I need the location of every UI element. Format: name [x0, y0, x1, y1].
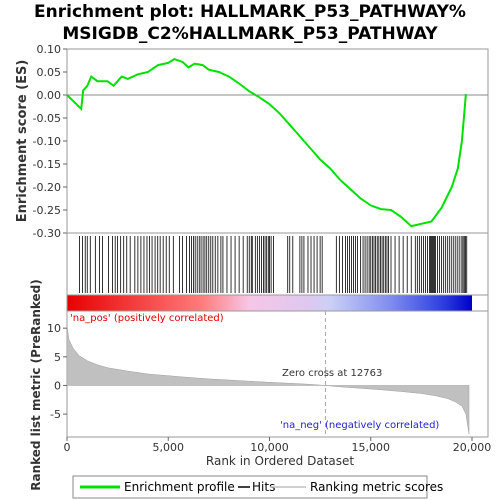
es-y-tick-label: -0.05 [33, 112, 61, 125]
rank-heatmap-bar [67, 295, 472, 311]
rank-y-tick-label: 10 [47, 322, 61, 335]
es-y-tick-label: -0.25 [33, 204, 61, 217]
es-y-tick-label: -0.10 [33, 135, 61, 148]
legend: Enrichment profile Hits Ranking metric s… [72, 475, 443, 499]
x-tick-label: 5,000 [153, 441, 185, 454]
x-tick-label: 15,000 [352, 441, 391, 454]
zero-cross-label: Zero cross at 12763 [282, 368, 382, 379]
es-panel-frame [66, 48, 489, 234]
es-y-tick-label: 0.00 [37, 89, 62, 102]
x-tick-label: 20,000 [453, 441, 492, 454]
hits-panel-frame [66, 232, 489, 296]
enrichment-profile-line [66, 57, 467, 228]
rank-y-tick-label: 5 [54, 351, 61, 364]
rank-y-axis-label: Ranked list metric (PreRanked) [29, 279, 43, 491]
legend-label-profile: Enrichment profile [124, 480, 235, 494]
rank-y-tick-label: 0 [54, 379, 61, 392]
x-axis-ticks: 0 5,000 10,000 15,000 20,000 [64, 437, 492, 454]
legend-label-hits: Hits [252, 480, 275, 494]
es-panel: 0.10 0.05 0.00 -0.05 -0.10 -0.15 -0.20 -0.25 -0.… [15, 43, 489, 240]
es-y-ticks: 0.10 0.05 0.00 -0.05 -0.10 -0.15 -0.20 -0.25 -0.… [33, 43, 67, 240]
x-tick-label: 0 [64, 441, 71, 454]
chart-title-line1: Enrichment plot: HALLMARK_P53_PATHWAY% [34, 2, 466, 22]
es-y-tick-label: -0.20 [33, 181, 61, 194]
es-y-tick-label: 0.10 [37, 43, 62, 56]
es-y-tick-label: -0.30 [33, 227, 61, 240]
hits-panel [66, 232, 489, 312]
es-y-tick-label: -0.15 [33, 158, 61, 171]
es-y-axis-label: Enrichment score (ES) [15, 60, 30, 223]
x-tick-label: 10,000 [250, 441, 289, 454]
neg-correlated-label: 'na_neg' (negatively correlated) [280, 420, 439, 431]
rank-y-tick-label: -5 [50, 408, 61, 421]
rank-y-ticks: 10 5 0 -5 [47, 322, 67, 421]
chart-title-line2: MSIGDB_C2%HALLMARK_P53_PATHWAY [62, 24, 438, 44]
x-axis-label: Rank in Ordered Dataset [206, 454, 354, 468]
hit-marks [79, 236, 468, 293]
pos-correlated-label: 'na_pos' (positively correlated) [70, 313, 224, 324]
legend-label-ranking: Ranking metric scores [310, 480, 443, 494]
ranking-metric-area [66, 325, 470, 435]
es-y-tick-label: 0.05 [37, 66, 62, 79]
